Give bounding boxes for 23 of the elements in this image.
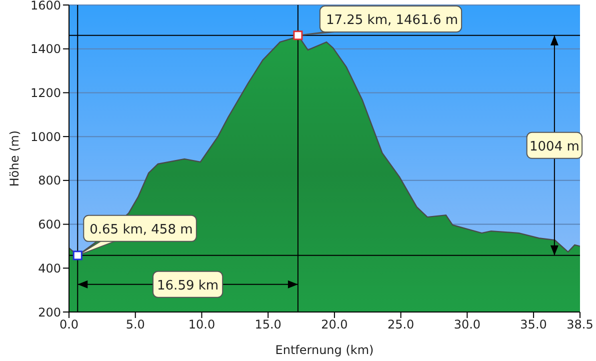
annotation: 1004 m (530, 139, 580, 154)
x-tick-label: 15.0 (254, 318, 282, 332)
x-tick-label: 30.0 (454, 318, 481, 332)
annotation: 0.65 km, 458 m (90, 222, 193, 238)
x-tick-label: 10.0 (188, 318, 216, 332)
x-axis-title: Entfernung (km) (275, 343, 374, 357)
y-tick-label: 1400 (30, 42, 61, 56)
y-tick-label: 800 (38, 174, 61, 188)
y-tick-label: 200 (38, 305, 61, 320)
y-tick-label: 1000 (30, 130, 61, 144)
x-tick-label: 35.0 (520, 318, 547, 332)
x-tick-label: 5.0 (126, 318, 145, 332)
annotation: 17.25 km, 1461.6 m (326, 13, 458, 28)
annotation: 16.59 km (157, 278, 219, 294)
x-tick-label: 38.5 (566, 318, 594, 332)
x-tick-label: 0.0 (59, 318, 79, 332)
x-tick-label: 20.0 (321, 318, 348, 332)
y-tick-label: 1200 (30, 86, 61, 100)
y-tick-label: 1600 (30, 0, 61, 12)
y-tick-label: 400 (38, 261, 61, 276)
y-axis-title: Höhe (m) (7, 130, 22, 187)
x-tick-label: 25.0 (387, 318, 414, 332)
y-tick-label: 600 (38, 218, 61, 232)
